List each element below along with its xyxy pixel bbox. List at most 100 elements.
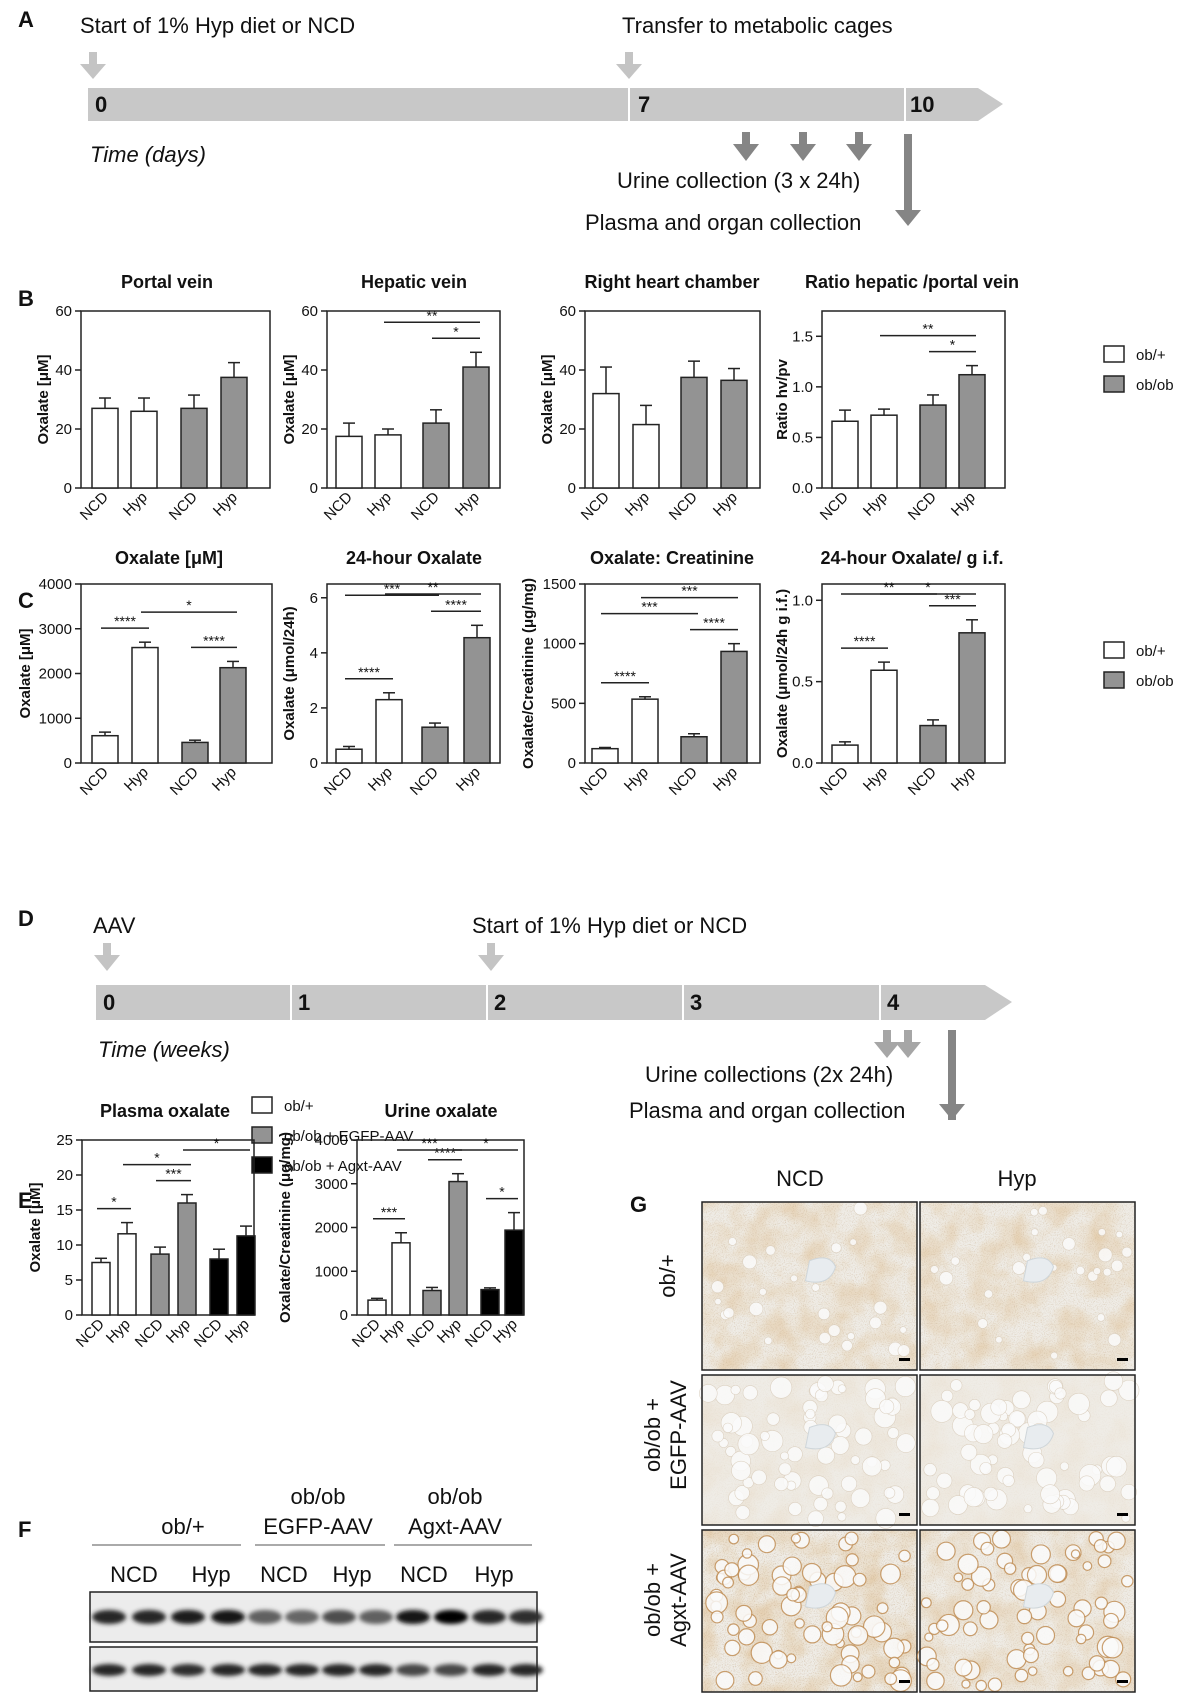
- y-tick-label: 40: [301, 362, 318, 379]
- timeline-d-tick: 0: [103, 990, 115, 1015]
- significance-label: **: [884, 579, 895, 595]
- timeline-a-tick: 10: [910, 92, 934, 117]
- plasma-arrow-icon: [895, 134, 921, 226]
- histology-row-label: Agxt-AAV: [666, 1553, 691, 1647]
- histology-image: [916, 1529, 1136, 1693]
- significance-label: ****: [434, 1145, 456, 1161]
- panel-label-f: F: [18, 1517, 31, 1542]
- x-tick-label: Hyp: [121, 764, 152, 795]
- x-tick-label: NCD: [817, 764, 852, 799]
- urine-arrows-icon: [733, 132, 872, 161]
- legend-label: ob/ob: [1136, 377, 1174, 394]
- chart-title: Right heart chamber: [584, 272, 759, 292]
- x-tick-label: Hyp: [490, 1316, 521, 1347]
- histology-image: [919, 1201, 1136, 1371]
- y-tick-label: 0: [568, 480, 576, 497]
- y-tick-label: 25: [56, 1132, 73, 1149]
- y-axis-label: Oxalate [μM]: [539, 354, 556, 444]
- y-tick-label: 0: [340, 1307, 348, 1324]
- y-axis-label: Ratio hv/pv: [774, 358, 791, 440]
- panel-f: F ob/+ ob/ob EGFP-AAV ob/ob Agxt-AAV NCD…: [18, 1484, 543, 1692]
- chart-24h-oxalate-gif: 24-hour Oxalate/ g i.f. 0.0 0.5 1.0Oxalate …: [774, 548, 1006, 799]
- y-tick-label: 0.5: [792, 674, 813, 691]
- y-tick-label: 1.5: [792, 328, 813, 345]
- significance-label: ****: [445, 596, 467, 612]
- bar: [831, 420, 859, 489]
- y-tick-label: 0.0: [792, 480, 813, 497]
- panel-label-a: A: [18, 7, 34, 32]
- y-tick-label: 2000: [39, 666, 72, 683]
- significance-label: *: [925, 579, 931, 595]
- blot-group-header: Agxt-AAV: [408, 1514, 502, 1539]
- scale-bar: [899, 1358, 910, 1361]
- bar: [117, 1233, 137, 1316]
- chart-right-heart-chamber: Right heart chamber 0 20 40 60 Oxalate [μM] NC…: [539, 272, 761, 524]
- blot-band-upper: [132, 1610, 166, 1624]
- legend-label: ob/ob: [1136, 673, 1174, 690]
- y-tick-label: 0: [568, 755, 576, 772]
- x-tick-label: Hyp: [120, 489, 151, 520]
- bar: [335, 748, 363, 764]
- panel-label-g: G: [630, 1192, 647, 1217]
- x-tick-label: NCD: [817, 489, 852, 524]
- y-tick-label: 20: [301, 421, 318, 438]
- chart-title: 24-hour Oxalate: [346, 548, 482, 568]
- plot-frame: [821, 583, 1006, 764]
- x-tick-label: NCD: [166, 489, 201, 524]
- x-tick-label: Hyp: [860, 764, 891, 795]
- significance-label: ****: [854, 633, 876, 649]
- timeline-d-tick: 1: [298, 990, 310, 1015]
- significance-label: ***: [681, 583, 698, 599]
- significance-label: *: [111, 1194, 117, 1210]
- significance-label: *: [154, 1150, 160, 1166]
- chart-ratio-hepatic-portal: Ratio hepatic /portal vein 0.0 0.5 1.0 1.5Ra…: [774, 272, 1019, 524]
- bar: [367, 1299, 387, 1316]
- bar: [91, 734, 119, 764]
- y-tick-label: 1500: [543, 576, 576, 593]
- blot-band-lower: [509, 1664, 543, 1676]
- y-tick-label: 1000: [543, 636, 576, 653]
- histology-image: [919, 1371, 1140, 1526]
- chart-title: Urine oxalate: [384, 1101, 497, 1121]
- x-tick-label: Hyp: [622, 489, 653, 520]
- blot-band-upper: [322, 1610, 356, 1624]
- y-tick-label: 0: [64, 755, 72, 772]
- blot-band-upper: [171, 1610, 205, 1624]
- panel-label-e: E: [18, 1188, 33, 1213]
- histology-image: [701, 1201, 918, 1371]
- significance-label: **: [923, 321, 934, 337]
- x-tick-label: Hyp: [710, 489, 741, 520]
- bar: [720, 379, 748, 489]
- histology-row-label: EGFP-AAV: [666, 1380, 691, 1490]
- histology-row-label: ob/ob +: [640, 1563, 665, 1637]
- bar: [631, 698, 659, 764]
- legend-c: ob/+ ob/ob: [1103, 641, 1174, 690]
- significance-label: *: [214, 1135, 220, 1151]
- x-tick-label: NCD: [132, 1316, 167, 1351]
- significance-label: ****: [114, 613, 136, 629]
- bar: [958, 373, 986, 489]
- bar: [177, 1202, 197, 1316]
- blot-band-lower: [248, 1664, 282, 1676]
- significance-label: *: [186, 597, 192, 613]
- plot-frame: [326, 310, 501, 489]
- x-tick-label: Hyp: [453, 764, 484, 795]
- x-tick-label: NCD: [666, 764, 701, 799]
- light-arrow-icon: [94, 943, 120, 971]
- blot-band-upper: [248, 1610, 282, 1624]
- significance-label: *: [499, 1184, 505, 1200]
- scale-bar: [1117, 1680, 1128, 1683]
- blot-band-upper: [396, 1610, 430, 1624]
- y-tick-label: 60: [55, 303, 72, 320]
- bar: [219, 666, 247, 764]
- x-tick-label: NCD: [73, 1316, 108, 1351]
- y-tick-label: 10: [56, 1237, 73, 1254]
- bar: [448, 1180, 468, 1316]
- scale-bar: [899, 1513, 910, 1516]
- timeline-d-tick: 3: [690, 990, 702, 1015]
- legend-swatch: [251, 1126, 273, 1144]
- blot-lane-label: Hyp: [191, 1562, 230, 1587]
- y-axis-label: Oxalate/Creatinine (μg/mg): [520, 578, 537, 769]
- blot-band-upper: [359, 1610, 393, 1624]
